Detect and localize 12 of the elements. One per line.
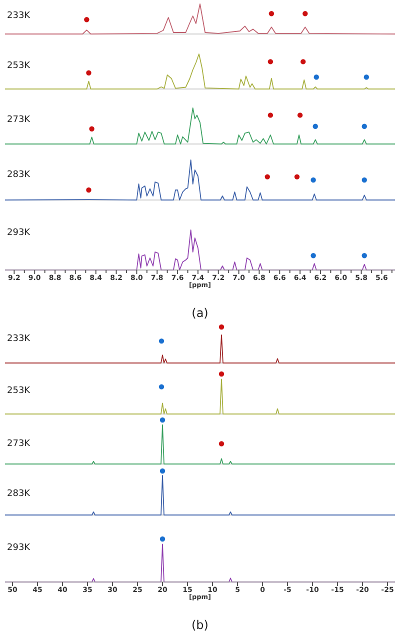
text: 273K bbox=[7, 439, 32, 449]
text: (b) bbox=[192, 618, 208, 632]
text: 253K bbox=[7, 386, 32, 396]
text: 233K bbox=[7, 11, 32, 21]
text: 283K bbox=[7, 489, 32, 499]
text: (a) bbox=[192, 306, 208, 320]
text: 253K bbox=[7, 61, 32, 71]
text: 283K bbox=[7, 170, 32, 180]
text: 273K bbox=[7, 115, 32, 125]
chart-title: 293K bbox=[7, 228, 32, 238]
text: 293K bbox=[7, 543, 32, 553]
text: 233K bbox=[7, 334, 32, 344]
